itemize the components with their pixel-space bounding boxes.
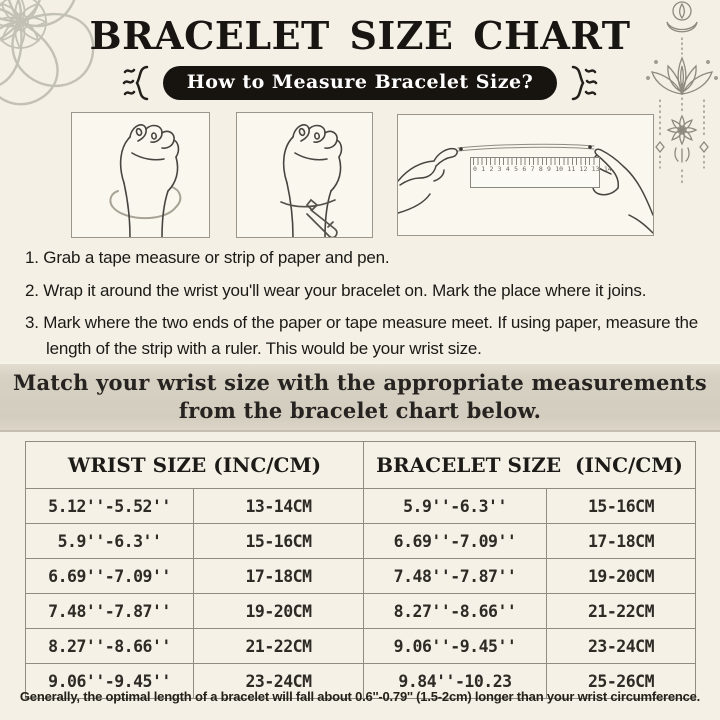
table-cell: 23-24CM — [193, 663, 364, 699]
table-cell: 7.48''-7.87'' — [363, 558, 547, 594]
squiggle-left-icon — [122, 65, 148, 101]
table-cell: 5.9''-6.3'' — [25, 523, 194, 559]
table-cell: 17-18CM — [193, 558, 364, 594]
table-cell: 15-16CM — [546, 488, 696, 524]
table-cell: 15-16CM — [193, 523, 364, 559]
strip-mark-left — [459, 147, 463, 151]
table-cell: 6.69''-7.09'' — [25, 558, 194, 594]
table-cell: 21-22CM — [193, 628, 364, 664]
table-cell: 17-18CM — [546, 523, 696, 559]
page-title: BRACELET SIZE CHART — [89, 13, 631, 58]
size-table-body: 5.12''-5.52'' 13-14CM 5.9''-6.3'' 15-16CM 5.… — [25, 488, 696, 699]
ruler-hands-illustration: 0 1 2 3 4 5 6 7 8 9 10 11 12 13 14 — [397, 114, 654, 236]
wrist-mark-line — [280, 199, 336, 208]
table-header-row: WRIST SIZE (INC/CM) BRACELET SIZE (INC/C… — [25, 441, 696, 489]
table-cell: 8.27''-8.66'' — [25, 628, 194, 664]
table-cell: 25-26CM — [546, 663, 696, 699]
table-cell: 7.48''-7.87'' — [25, 593, 194, 629]
ruler: 0 1 2 3 4 5 6 7 8 9 10 11 12 13 14 — [470, 157, 612, 188]
match-banner: Match your wrist size with the appropria… — [0, 362, 720, 432]
table-cell: 6.69''-7.09'' — [363, 523, 547, 559]
table-row: 8.27''-8.66'' 21-22CM 9.06''-9.45'' 23-24CM — [25, 628, 696, 664]
table-cell: 8.27''-8.66'' — [363, 593, 547, 629]
table-cell: 19-20CM — [546, 558, 696, 594]
subtitle-row: How to Measure Bracelet Size? — [0, 64, 720, 102]
banner-line-1: Match your wrist size with the appropria… — [13, 369, 707, 395]
lotus-ornament-icon — [646, 1, 718, 185]
table-cell: 21-22CM — [546, 593, 696, 629]
instruction-step-1: 1. Grab a tape measure or strip of paper… — [25, 248, 390, 267]
table-cell: 23-24CM — [546, 628, 696, 664]
ruler-ticks — [473, 158, 597, 165]
table-row: 5.9''-6.3'' 15-16CM 6.69''-7.09'' 17-18CM — [25, 523, 696, 559]
size-table: WRIST SIZE (INC/CM) BRACELET SIZE (INC/C… — [25, 441, 696, 699]
paper-strip — [457, 143, 595, 149]
fist-pen-illustration — [236, 112, 373, 238]
squiggle-right-icon — [572, 65, 598, 101]
table-row: 9.06''-9.45'' 23-24CM 9.84''-10.23 25-26CM — [25, 663, 696, 699]
banner-line-2: from the bracelet chart below. — [178, 398, 542, 423]
footer-note: Generally, the optimal length of a brace… — [19, 689, 701, 704]
table-cell: 5.9''-6.3'' — [363, 488, 547, 524]
bracelet-size-header: BRACELET SIZE (INC/CM) — [363, 441, 696, 489]
wrist-size-header: WRIST SIZE (INC/CM) — [25, 441, 364, 489]
fist-tape-illustration — [71, 112, 210, 238]
table-cell: 5.12''-5.52'' — [25, 488, 194, 524]
table-cell: 9.06''-9.45'' — [363, 628, 547, 664]
instruction-list: 1. Grab a tape measure or strip of paper… — [25, 245, 703, 368]
table-cell: 9.84''-10.23 — [363, 663, 547, 699]
table-row: 6.69''-7.09'' 17-18CM 7.48''-7.87'' 19-20CM — [25, 558, 696, 594]
table-cell: 19-20CM — [193, 593, 364, 629]
ruler-numbers: 0 1 2 3 4 5 6 7 8 9 10 11 12 13 14 — [473, 165, 612, 173]
table-cell: 13-14CM — [193, 488, 364, 524]
table-row: 7.48''-7.87'' 19-20CM 8.27''-8.66'' 21-22CM — [25, 593, 696, 629]
instruction-step-3: 3. Mark where the two ends of the paper … — [25, 313, 698, 358]
strip-mark-right — [588, 145, 592, 149]
table-cell: 9.06''-9.45'' — [25, 663, 194, 699]
table-row: 5.12''-5.52'' 13-14CM 5.9''-6.3'' 15-16CM — [25, 488, 696, 524]
instruction-step-2: 2. Wrap it around the wrist you'll wear … — [25, 280, 647, 300]
subtitle-pill: How to Measure Bracelet Size? — [162, 66, 558, 100]
flower-mandala-icon — [0, 0, 95, 106]
